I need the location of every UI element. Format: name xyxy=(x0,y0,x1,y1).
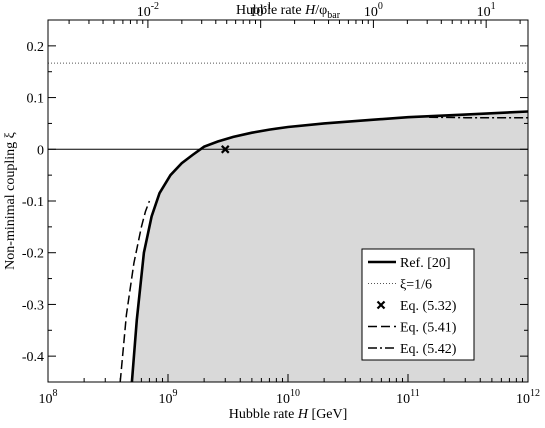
y-tick-label: 0.1 xyxy=(27,92,45,107)
x-tick-label: 1012 xyxy=(516,388,540,407)
data-point-marker xyxy=(220,145,230,154)
series-line-dash-dot xyxy=(429,116,528,119)
y-tick-label: -0.3 xyxy=(22,298,44,313)
x-tick-label: 108 xyxy=(39,388,58,407)
legend-label: ξ=1/6 xyxy=(400,278,432,293)
y-tick-label: 0 xyxy=(37,143,44,158)
top-x-tick-label: 100 xyxy=(364,1,383,20)
legend-swatch-marker xyxy=(376,300,386,310)
y-tick-label: -0.4 xyxy=(22,350,44,365)
y-tick-label: -0.2 xyxy=(22,247,44,262)
x-axis-title: Hubble rate H [GeV] xyxy=(229,407,348,422)
y-tick-label: 0.2 xyxy=(27,40,45,55)
legend-label: Eq. (5.42) xyxy=(400,342,457,357)
legend: Ref. [20] ξ=1/6 Eq. (5.32) Eq. (5.41) Eq. (5… xyxy=(361,248,475,361)
x-tick-label: 109 xyxy=(159,388,178,407)
series-line-solid-thick xyxy=(130,110,528,382)
x-tick-label: 1011 xyxy=(396,388,420,407)
legend-label: Ref. [20] xyxy=(400,256,451,271)
y-axis-title: Non-minimal coupling ξ xyxy=(3,132,18,270)
top-x-tick-label: 10-2 xyxy=(137,1,159,20)
legend-label: Eq. (5.41) xyxy=(400,321,457,336)
top-x-tick-label: 101 xyxy=(477,1,496,20)
y-tick-label: -0.1 xyxy=(22,195,44,210)
top-x-axis-title: Hubble rate H/φbar xyxy=(236,3,341,21)
x-tick-label: 1010 xyxy=(276,388,300,407)
series-line-dashed xyxy=(119,200,151,382)
axes: 108 109 1010 1011 1012 10-2 10-1 100 101 0.2 0.1 0 -… xyxy=(22,1,540,407)
legend-label: Eq. (5.32) xyxy=(400,299,457,314)
top-x-tick-label: 10-1 xyxy=(249,1,271,20)
